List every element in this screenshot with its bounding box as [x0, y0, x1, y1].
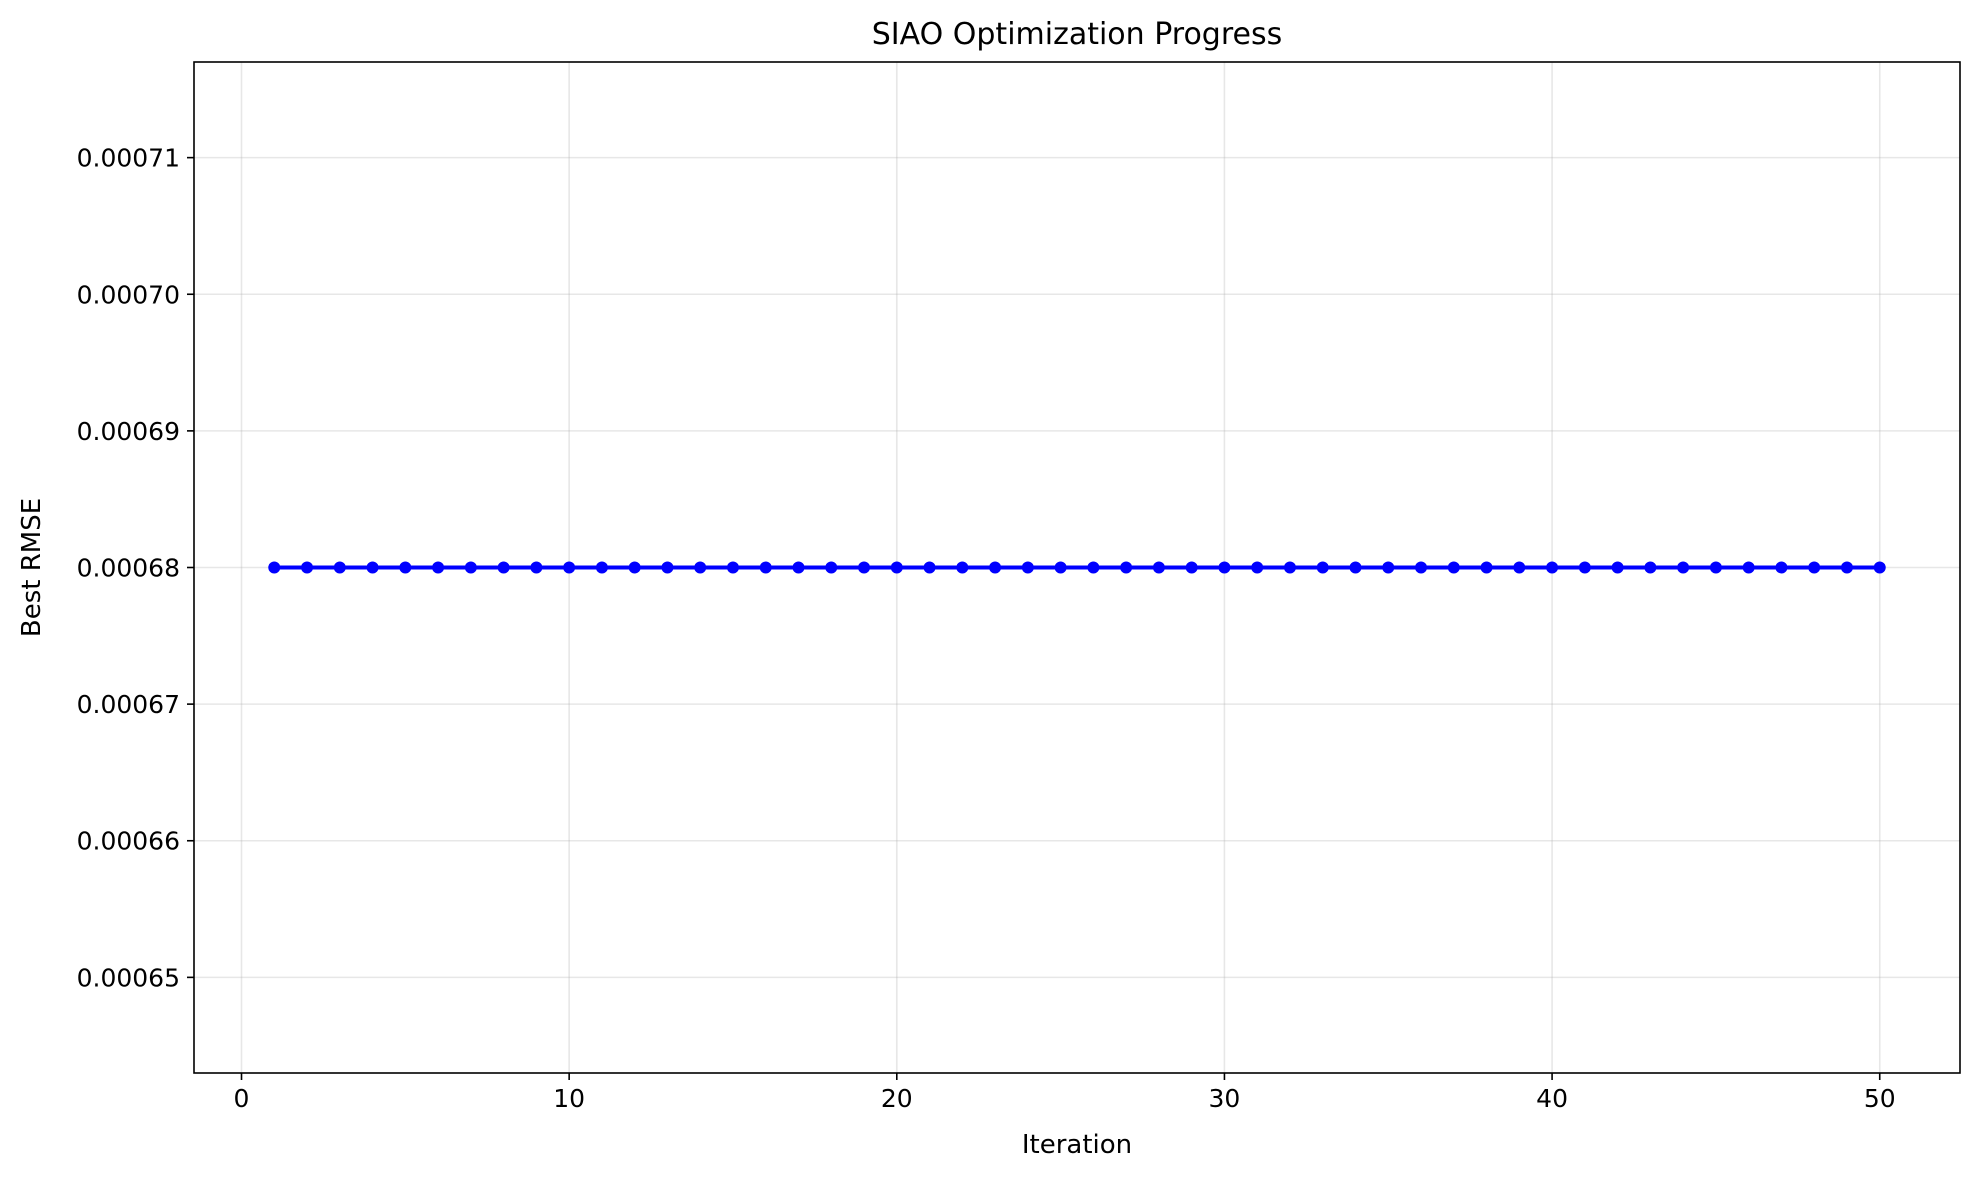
data-point: [1775, 561, 1788, 574]
data-point: [726, 561, 739, 574]
data-point: [530, 561, 543, 574]
data-point: [1578, 561, 1591, 574]
y-tick-label: 0.00067: [77, 690, 180, 719]
data-point: [1415, 561, 1428, 574]
data-point: [825, 561, 838, 574]
x-tick-label: 50: [1864, 1084, 1896, 1113]
data-point: [1709, 561, 1722, 574]
y-axis-label: Best RMSE: [17, 498, 47, 637]
x-tick-label: 20: [881, 1084, 913, 1113]
data-point: [497, 561, 510, 574]
y-tick-label: 0.00071: [77, 144, 180, 173]
data-point: [858, 561, 871, 574]
data-point: [595, 561, 608, 574]
data-point: [1021, 561, 1034, 574]
data-point: [956, 561, 969, 574]
data-point: [1316, 561, 1329, 574]
y-tick-label: 0.00069: [77, 417, 180, 446]
data-point: [1218, 561, 1231, 574]
data-point: [366, 561, 379, 574]
x-tick-label: 30: [1209, 1084, 1241, 1113]
data-point: [1611, 561, 1624, 574]
data-point: [1677, 561, 1690, 574]
chart-title: SIAO Optimization Progress: [872, 17, 1283, 52]
data-point: [399, 561, 412, 574]
data-point: [1283, 561, 1296, 574]
data-point: [1546, 561, 1559, 574]
data-point: [1513, 561, 1526, 574]
x-axis-label: Iteration: [1022, 1130, 1132, 1160]
data-point: [694, 561, 707, 574]
data-point: [890, 561, 903, 574]
data-point: [432, 561, 445, 574]
data-point: [923, 561, 936, 574]
y-tick-label: 0.00068: [77, 554, 180, 583]
data-point: [759, 561, 772, 574]
data-point: [628, 561, 641, 574]
x-tick-label: 0: [234, 1084, 250, 1113]
data-point: [1087, 561, 1100, 574]
data-point: [1120, 561, 1133, 574]
data-point: [1447, 561, 1460, 574]
y-axis-ticks: 0.00065 0.00066 0.00067 0.00068 0.00069 0.000…: [77, 144, 194, 992]
data-point: [1382, 561, 1395, 574]
x-axis-ticks: 0 10 20 30 40 50: [234, 1073, 1896, 1113]
data-point: [1873, 561, 1886, 574]
data-point: [333, 561, 346, 574]
data-point: [464, 561, 477, 574]
y-tick-label: 0.00065: [77, 963, 180, 992]
y-tick-label: 0.00066: [77, 827, 180, 856]
x-tick-label: 10: [553, 1084, 585, 1113]
data-point: [1480, 561, 1493, 574]
data-point: [1742, 561, 1755, 574]
data-point: [1644, 561, 1657, 574]
data-point: [792, 561, 805, 574]
data-point: [1840, 561, 1853, 574]
data-point: [268, 561, 281, 574]
data-point: [989, 561, 1002, 574]
data-point: [1185, 561, 1198, 574]
y-tick-label: 0.00070: [77, 280, 180, 309]
x-tick-label: 40: [1536, 1084, 1568, 1113]
data-point: [1152, 561, 1165, 574]
data-point: [1349, 561, 1362, 574]
data-point: [661, 561, 674, 574]
data-point: [1808, 561, 1821, 574]
data-point: [301, 561, 314, 574]
data-point: [1054, 561, 1067, 574]
series-layer: [268, 561, 1886, 574]
data-point: [563, 561, 576, 574]
data-point: [1251, 561, 1264, 574]
